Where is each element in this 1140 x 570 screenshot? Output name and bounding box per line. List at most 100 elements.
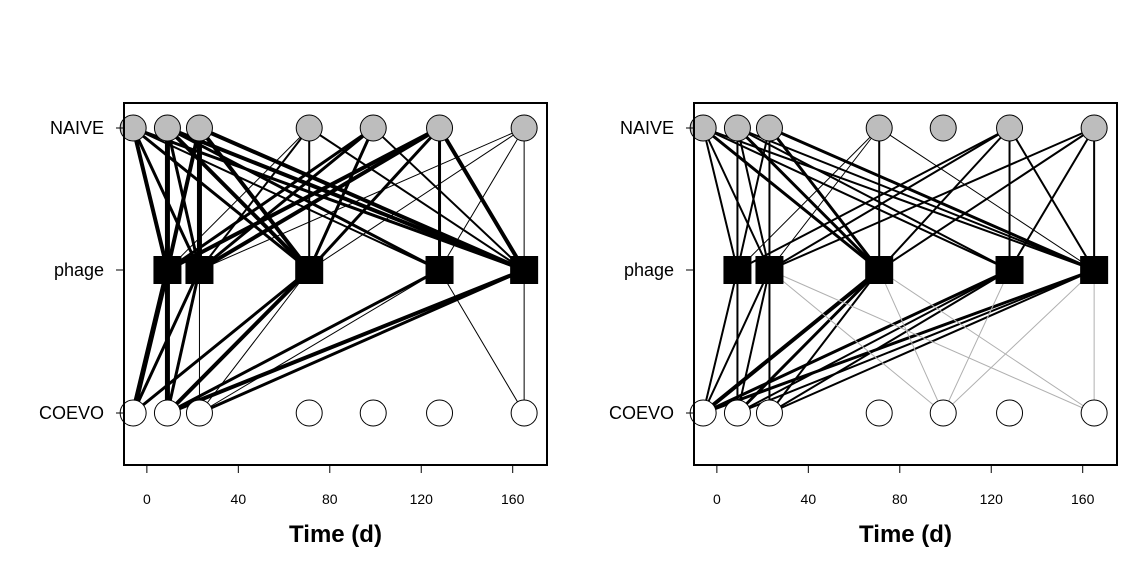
x-tick-label: 80	[322, 491, 338, 507]
edge-line	[878, 269, 1095, 414]
coevo-node	[1080, 399, 1108, 427]
edge-line	[736, 127, 771, 271]
edge-line	[768, 127, 880, 271]
coevo-node	[185, 399, 213, 427]
naive-node	[153, 114, 181, 142]
x-tick-label: 40	[801, 491, 817, 507]
plot-frame	[693, 102, 1118, 466]
coevo-node	[153, 399, 181, 427]
edge-line	[198, 127, 525, 271]
edge-line	[165, 268, 442, 415]
phage-node	[185, 256, 214, 284]
edge-line	[165, 126, 375, 272]
coevo-node	[723, 399, 751, 427]
edge-line	[1008, 127, 1096, 271]
phage-node	[295, 256, 324, 284]
edge-line	[701, 126, 881, 272]
x-tick-label: 80	[892, 491, 908, 507]
row-label-phage: phage	[54, 260, 104, 280]
phage-node	[995, 256, 1024, 284]
edge-line	[165, 126, 442, 272]
edge-group	[130, 125, 527, 416]
edge-line	[198, 269, 441, 414]
coevo-node	[996, 399, 1024, 427]
edge-line	[942, 269, 1095, 414]
x-tick-label: 120	[980, 491, 1004, 507]
edge-line	[878, 269, 944, 414]
edge-line	[130, 267, 170, 416]
edge-line	[439, 269, 525, 414]
edge-line	[166, 127, 310, 271]
phage-node	[153, 256, 182, 284]
naive-node	[723, 114, 751, 142]
edge-line	[736, 269, 1011, 414]
edge-line	[701, 268, 1096, 415]
coevo-node	[865, 399, 893, 427]
edge-line	[768, 269, 1011, 414]
x-tick-label: 120	[410, 491, 434, 507]
naive-node	[359, 114, 387, 142]
naive-node	[426, 114, 454, 142]
x-axis-label: Time (d)	[289, 521, 382, 548]
edge-line	[768, 269, 1095, 414]
row-label-naive: NAIVE	[620, 118, 674, 138]
coevo-node	[359, 399, 387, 427]
edge-line	[439, 127, 525, 271]
phage-node	[865, 256, 894, 284]
naive-node	[929, 114, 957, 142]
edge-line	[131, 126, 170, 272]
edge-line	[165, 268, 201, 415]
naive-node	[755, 114, 783, 142]
phage-node	[1080, 256, 1109, 284]
edge-line	[702, 127, 739, 271]
edge-line	[768, 269, 944, 414]
coevo-node	[426, 399, 454, 427]
edge-line	[165, 126, 202, 272]
edge-line	[197, 268, 526, 415]
edge-line	[307, 126, 375, 272]
edge-line	[736, 127, 1011, 271]
edge-line	[165, 126, 527, 272]
edge-line	[736, 127, 1096, 271]
x-tick-label: 160	[1071, 491, 1095, 507]
edge-line	[197, 126, 375, 272]
edge-line	[878, 127, 1096, 271]
row-label-coevo: COEVO	[609, 403, 674, 423]
edge-line	[131, 126, 311, 272]
coevo-node	[295, 399, 323, 427]
x-tick-label: 0	[713, 491, 721, 507]
edge-line	[131, 268, 311, 415]
row-label-coevo: COEVO	[39, 403, 104, 423]
edge-line	[198, 127, 311, 271]
edge-line	[942, 269, 1011, 414]
edge-line	[308, 127, 525, 271]
coevo-node	[510, 399, 538, 427]
row-label-naive: NAIVE	[50, 118, 104, 138]
chart-panel-1: NAIVE phage COEVO 0 40 80 120 160 Time (d)	[39, 102, 548, 548]
edge-line	[878, 127, 1011, 271]
edge-line	[736, 127, 880, 271]
edge-line	[736, 269, 771, 414]
phage-node	[510, 256, 539, 284]
edge-line	[736, 269, 1096, 414]
edge-line	[702, 269, 739, 414]
edge-line	[735, 268, 881, 415]
edge-line	[702, 127, 771, 271]
phage-node	[755, 256, 784, 284]
edge-line	[768, 127, 1096, 271]
phage-node	[723, 256, 752, 284]
edge-line	[165, 268, 312, 415]
x-axis-label: Time (d)	[859, 521, 952, 548]
coevo-node	[755, 399, 783, 427]
coevo-node	[929, 399, 957, 427]
edge-line	[701, 268, 882, 415]
x-tick-label: 0	[143, 491, 151, 507]
naive-node	[295, 114, 323, 142]
edge-line	[768, 127, 1011, 271]
naive-node	[185, 114, 213, 142]
naive-node	[996, 114, 1024, 142]
edge-line	[702, 127, 1096, 271]
phage-node	[425, 256, 454, 284]
x-tick-label: 160	[501, 491, 525, 507]
